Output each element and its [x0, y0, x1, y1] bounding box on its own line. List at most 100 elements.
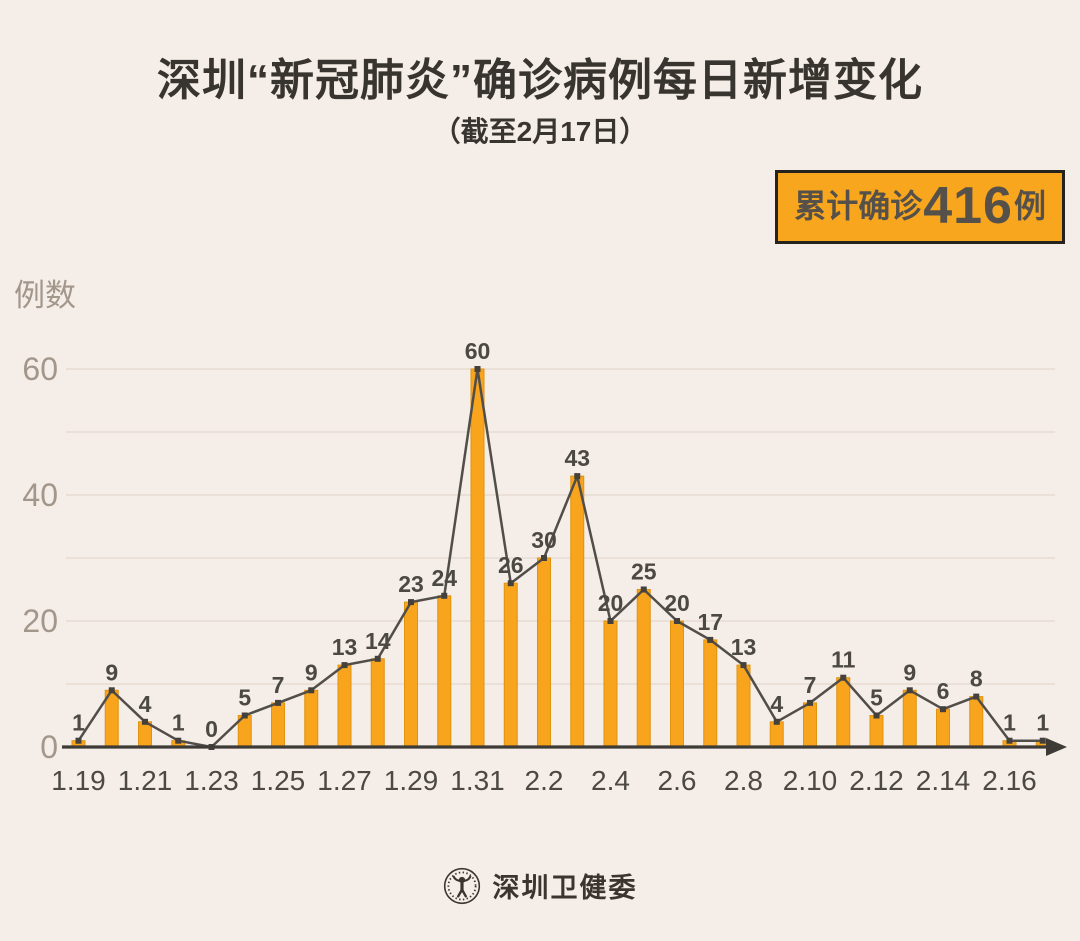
data-point-marker	[873, 712, 880, 719]
y-axis-title: 例数	[14, 278, 76, 313]
y-tick-label: 20	[22, 603, 58, 639]
data-point-marker	[807, 699, 813, 706]
value-label: 17	[697, 609, 723, 635]
data-point-marker	[408, 599, 414, 606]
data-point-marker	[640, 586, 647, 593]
x-tick-label: 2.4	[591, 765, 630, 796]
value-label: 1	[72, 710, 85, 736]
data-point-marker	[840, 674, 847, 681]
x-tick-label: 1.29	[384, 765, 439, 796]
value-label: 1	[172, 710, 185, 736]
x-tick-label: 1.25	[251, 765, 306, 796]
bar	[603, 620, 618, 748]
value-label: 1	[1003, 710, 1016, 736]
bar	[404, 601, 418, 748]
data-point-marker	[275, 699, 281, 706]
trend-line	[77, 367, 1043, 749]
x-tick-label: 2.6	[658, 765, 697, 796]
data-point-marker	[341, 662, 348, 669]
data-point-marker	[707, 636, 714, 643]
data-point-marker	[142, 718, 148, 725]
bar	[470, 368, 485, 748]
value-label: 60	[465, 338, 491, 364]
badge-suffix-label: 例	[1013, 188, 1046, 224]
value-label: 20	[598, 590, 624, 616]
value-label: 1	[1036, 710, 1049, 736]
x-tick-label: 2.10	[783, 765, 838, 796]
value-label: 0	[205, 716, 218, 742]
x-tick-label: 1.27	[317, 765, 372, 796]
org-logo-icon	[443, 867, 480, 904]
bar	[936, 708, 950, 748]
x-axis-arrow	[1046, 738, 1067, 756]
data-point-marker	[906, 687, 913, 694]
bar	[503, 582, 518, 748]
data-point-marker	[108, 687, 115, 694]
value-label: 4	[139, 691, 152, 717]
badge-count-value: 416	[923, 177, 1013, 235]
x-tick-label: 2.16	[982, 765, 1037, 796]
data-point-marker	[574, 473, 581, 480]
data-point-marker	[175, 737, 182, 744]
value-label: 7	[804, 672, 817, 698]
x-tick-label: 2.12	[849, 765, 904, 796]
value-label: 43	[564, 445, 590, 471]
data-point-marker	[75, 737, 82, 744]
value-label: 11	[831, 647, 856, 673]
data-point-marker	[374, 655, 381, 662]
value-label: 9	[903, 659, 916, 685]
value-label: 13	[731, 634, 757, 660]
value-label: 9	[305, 659, 318, 685]
cumulative-total-badge: 累计确诊 416 例	[775, 170, 1065, 244]
x-tick-label: 1.31	[450, 765, 505, 796]
data-point-marker	[474, 366, 481, 372]
value-label: 8	[970, 666, 983, 692]
bar	[836, 677, 851, 748]
bar	[570, 475, 585, 748]
org-name: 深圳卫健委	[492, 873, 638, 903]
bar	[869, 715, 884, 748]
bar	[703, 639, 718, 748]
data-point-marker	[441, 592, 448, 599]
data-point-marker	[674, 618, 680, 624]
value-label: 24	[431, 565, 457, 591]
x-tick-label: 2.2	[525, 765, 564, 796]
value-label: 23	[398, 571, 424, 597]
data-point-marker	[1039, 737, 1046, 744]
value-label: 14	[365, 628, 391, 654]
value-label: 26	[498, 552, 524, 578]
bar	[670, 620, 684, 748]
bar	[803, 702, 817, 748]
data-point-marker	[507, 580, 514, 587]
chart-title: 深圳“新冠肺炎”确诊病例每日新增变化	[157, 56, 923, 105]
data-point-marker	[241, 712, 248, 719]
y-tick-label: 40	[22, 477, 58, 513]
bar	[537, 557, 551, 748]
data-point-marker	[740, 662, 747, 669]
data-point-marker	[773, 718, 780, 725]
y-tick-label: 60	[22, 351, 58, 387]
value-label: 30	[531, 527, 557, 553]
value-label: 5	[238, 685, 251, 711]
footer: 深圳卫健委	[0, 866, 1080, 905]
data-point-marker	[1006, 737, 1013, 744]
x-tick-label: 1.19	[51, 765, 106, 796]
x-tick-label: 2.14	[916, 765, 971, 796]
value-label: 7	[272, 672, 285, 698]
bar	[736, 664, 751, 748]
value-label: 5	[870, 685, 883, 711]
value-label: 9	[105, 659, 118, 685]
bar	[636, 589, 651, 748]
data-point-marker	[973, 693, 980, 700]
value-label: 4	[770, 691, 783, 717]
bar	[337, 664, 352, 748]
badge-prefix-label: 累计确诊	[794, 188, 923, 224]
x-tick-label: 2.8	[724, 765, 763, 796]
data-point-marker	[607, 618, 614, 624]
value-label: 25	[631, 559, 657, 585]
bar	[437, 595, 452, 748]
value-label: 20	[664, 590, 690, 616]
bar	[304, 689, 319, 748]
bar	[769, 721, 784, 748]
